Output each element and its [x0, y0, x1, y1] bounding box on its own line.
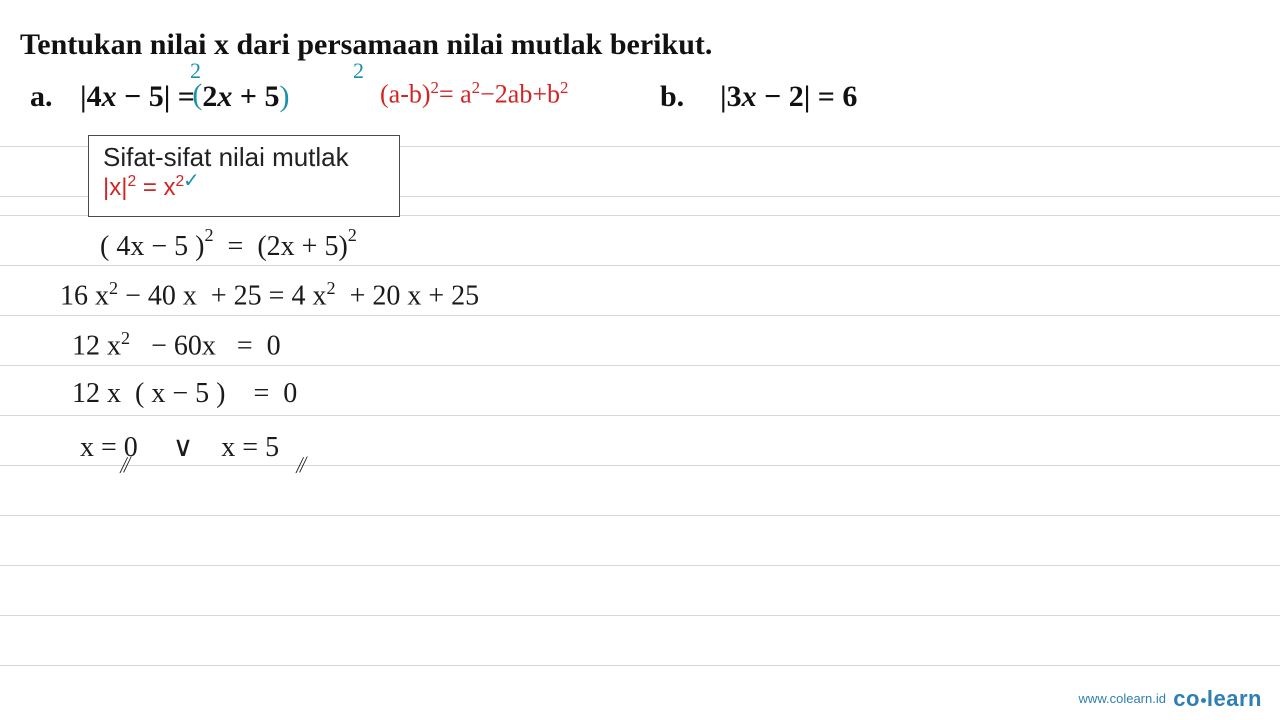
- brand-right: learn: [1207, 686, 1262, 711]
- work-line-4: 12 x ( x − 5 ) = 0: [72, 378, 297, 410]
- work-line-5: x = 0 ∨ x = 5: [80, 430, 279, 464]
- label-a: a.: [30, 80, 53, 114]
- equation-b: |3x − 2| = 6: [720, 80, 857, 114]
- property-box: Sifat-sifat nilai mutlak |x|2 = x2: [88, 135, 400, 217]
- property-title: Sifat-sifat nilai mutlak: [89, 136, 399, 173]
- work-line-3: 12 x2 − 60x = 0: [72, 328, 281, 362]
- dot-icon: [1201, 698, 1206, 703]
- identity-annotation: (a-b)2= a2−2ab+b2: [380, 78, 568, 110]
- footer-brand: colearn: [1173, 686, 1262, 711]
- work-line-1: ( 4x − 5 )2 = (2x + 5)2: [100, 225, 357, 263]
- problem-prompt: Tentukan nilai x dari persamaan nilai mu…: [20, 28, 1260, 62]
- label-b: b.: [660, 80, 684, 114]
- work-line-2: 16 x2 − 40 x + 25 = 4 x2 + 20 x + 25: [60, 278, 479, 312]
- footer: www.colearn.id colearn: [1079, 686, 1262, 712]
- exp-right: 2: [353, 58, 364, 84]
- equation-a: |4x − 5| = (2x + 5): [80, 80, 290, 114]
- underline-2: ∕∕: [296, 452, 308, 479]
- property-formula: |x|2 = x2: [89, 173, 399, 208]
- checkmark-icon: ✓: [183, 168, 200, 193]
- exp-left: 2: [190, 58, 201, 84]
- prompt-text: Tentukan nilai x dari persamaan nilai mu…: [20, 28, 712, 61]
- footer-site: www.colearn.id: [1079, 691, 1166, 706]
- brand-left: co: [1173, 686, 1200, 711]
